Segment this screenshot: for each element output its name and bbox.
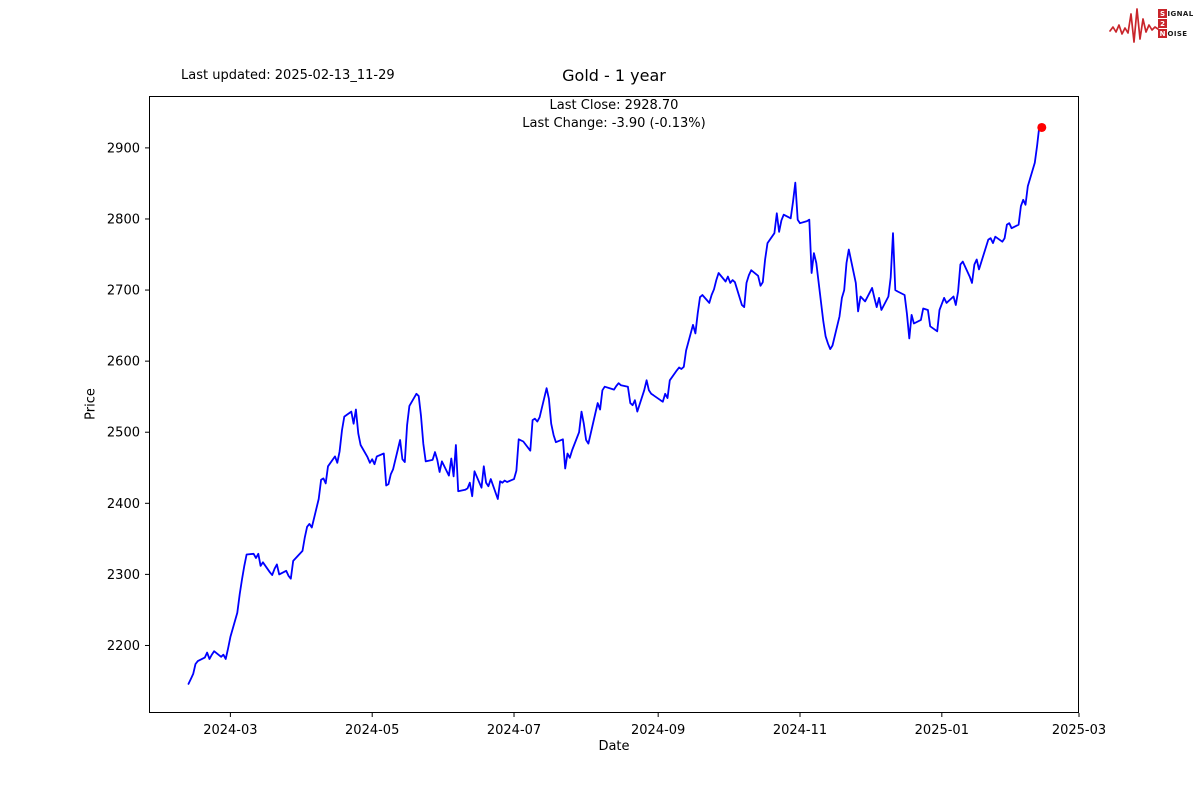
price-line-chart: 2200 2300 2400 2500 2600 2700 2800 2900 2024-03 2…	[107, 96, 1106, 738]
y-tick-label: 2800	[107, 212, 140, 227]
waveform-icon	[1109, 8, 1159, 43]
y-tick-label: 2600	[107, 355, 140, 370]
last-point-marker	[1037, 122, 1047, 132]
price-line	[187, 123, 1043, 685]
logo-row-2: 2	[1158, 19, 1194, 28]
last-close-text: Last Close: 2928.70	[549, 98, 679, 113]
logo-text-ignal: IGNAL	[1167, 9, 1194, 18]
chart-title: Gold - 1 year	[562, 66, 666, 85]
x-tick-label: 2025-03	[1052, 723, 1106, 738]
x-tick-label: 2024-03	[203, 723, 257, 738]
y-tick-label: 2200	[107, 639, 140, 654]
logo-letterbox-2: 2	[1158, 19, 1167, 28]
logo-letterbox-s: S	[1158, 9, 1167, 18]
logo-text-oise: OISE	[1167, 29, 1188, 38]
x-tick-label: 2025-01	[915, 723, 969, 738]
x-axis-label: Date	[598, 739, 630, 754]
logo-row-noise: N OISE	[1158, 29, 1194, 38]
x-tick-label: 2024-07	[487, 723, 541, 738]
signal2noise-logo: S IGNAL 2 N OISE	[1109, 4, 1194, 46]
x-tick-label: 2024-09	[631, 723, 685, 738]
y-axis-label: Price	[83, 388, 99, 420]
logo-letterbox-n: N	[1158, 29, 1167, 38]
axes-frame	[149, 96, 1079, 713]
last-change-text: Last Change: -3.90 (-0.13%)	[522, 116, 706, 131]
y-tick-label: 2300	[107, 568, 140, 583]
y-tick-label: 2700	[107, 284, 140, 299]
y-tick-label: 2500	[107, 426, 140, 441]
x-tick-label: 2024-11	[773, 723, 827, 738]
last-updated-text: Last updated: 2025-02-13_11-29	[181, 68, 395, 83]
x-tick-label: 2024-05	[345, 723, 399, 738]
y-tick-label: 2400	[107, 497, 140, 512]
y-tick-label: 2900	[107, 141, 140, 156]
plot-annotations: Last Close: 2928.70 Last Change: -3.90 (…	[149, 97, 1079, 133]
logo-text: S IGNAL 2 N OISE	[1158, 9, 1194, 38]
logo-row-signal: S IGNAL	[1158, 9, 1194, 18]
